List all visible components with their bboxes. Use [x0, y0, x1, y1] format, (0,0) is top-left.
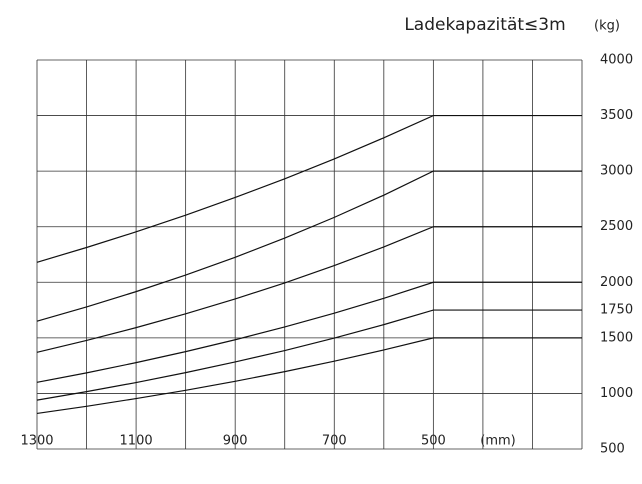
load-curve [36, 337, 582, 415]
x-tick-label: 900 [223, 434, 248, 449]
y-tick-label: 4000 [600, 53, 633, 68]
load-curve [36, 170, 582, 322]
x-tick-label: 700 [322, 434, 347, 449]
chart-title: Ladekapazität≤3m [404, 15, 565, 35]
y-tick-label: 500 [600, 442, 625, 457]
x-tick-label: 1300 [20, 434, 53, 449]
y-tick-label: 2500 [600, 219, 633, 234]
load-curve [36, 309, 582, 401]
x-tick-label: 1100 [120, 434, 153, 449]
y-tick-label: 3500 [600, 108, 633, 123]
y-tick-label: 1750 [600, 303, 633, 318]
x-tick-label: 500 [421, 434, 446, 449]
y-unit: (kg) [594, 19, 620, 34]
y-tick-label: 2000 [600, 275, 633, 290]
y-tick-label: 1000 [600, 386, 633, 401]
load-curve [36, 281, 582, 383]
x-unit: (mm) [480, 434, 515, 449]
y-tick-label: 1500 [600, 330, 633, 345]
y-tick-label: 3000 [600, 164, 633, 179]
load-curve [36, 226, 582, 353]
load-curve [36, 114, 582, 263]
